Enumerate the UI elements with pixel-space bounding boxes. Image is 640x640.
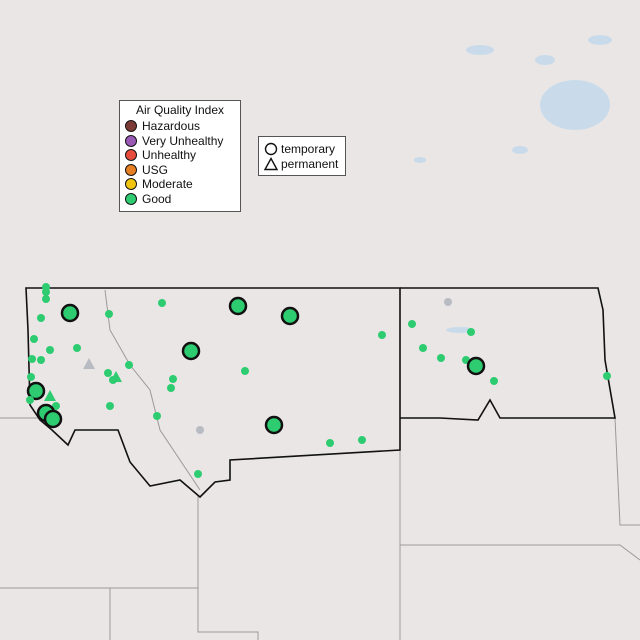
circle-icon bbox=[264, 143, 278, 156]
permanent-monitor-marker[interactable] bbox=[44, 390, 56, 401]
temporary-monitor-marker[interactable] bbox=[490, 377, 498, 385]
temporary-monitor-marker[interactable] bbox=[264, 415, 284, 435]
temporary-monitor-marker[interactable] bbox=[105, 310, 113, 318]
temporary-monitor-marker[interactable] bbox=[408, 320, 416, 328]
circle-icon bbox=[125, 178, 137, 191]
legend-good: Good bbox=[125, 192, 235, 207]
temporary-monitor-marker[interactable] bbox=[466, 356, 486, 376]
temporary-monitor-marker[interactable] bbox=[104, 369, 112, 377]
circle-icon bbox=[125, 149, 137, 162]
temporary-monitor-marker[interactable] bbox=[106, 402, 114, 410]
legend-label: permanent bbox=[281, 156, 339, 171]
temporary-monitor-marker[interactable] bbox=[60, 303, 80, 323]
temporary-monitor-marker[interactable] bbox=[158, 299, 166, 307]
legend-moderate: Moderate bbox=[125, 177, 235, 192]
circle-icon bbox=[125, 120, 137, 133]
temporary-monitor-marker[interactable] bbox=[26, 396, 34, 404]
temporary-monitor-marker[interactable] bbox=[228, 296, 248, 316]
circle-icon bbox=[125, 192, 137, 205]
temporary-monitor-marker[interactable] bbox=[42, 295, 50, 303]
temporary-monitor-marker[interactable] bbox=[326, 439, 334, 447]
aqi-legend-title: Air Quality Index bbox=[135, 103, 225, 117]
temporary-monitor-marker[interactable] bbox=[419, 344, 427, 352]
triangle-icon bbox=[264, 156, 278, 170]
circle-icon bbox=[125, 134, 137, 147]
circle-icon bbox=[125, 163, 137, 176]
temporary-monitor-marker[interactable] bbox=[378, 331, 386, 339]
lakes bbox=[414, 35, 612, 333]
temporary-monitor-marker[interactable] bbox=[467, 328, 475, 336]
legend-temporary: temporary bbox=[264, 142, 340, 157]
legend-label: Hazardous bbox=[142, 119, 201, 134]
temporary-monitor-marker[interactable] bbox=[444, 298, 452, 306]
temporary-monitor-marker[interactable] bbox=[37, 356, 45, 364]
temporary-monitor-marker[interactable] bbox=[26, 381, 46, 401]
temporary-monitor-marker[interactable] bbox=[437, 354, 445, 362]
legend-hazardous: Hazardous bbox=[125, 119, 235, 134]
temporary-monitor-marker[interactable] bbox=[46, 346, 54, 354]
temporary-monitor-marker[interactable] bbox=[27, 373, 35, 381]
temporary-monitor-marker[interactable] bbox=[37, 314, 45, 322]
temporary-monitor-marker[interactable] bbox=[43, 409, 63, 429]
temporary-monitor-marker[interactable] bbox=[196, 426, 204, 434]
temporary-monitor-marker[interactable] bbox=[280, 306, 300, 326]
temporary-monitor-marker[interactable] bbox=[30, 335, 38, 343]
legend-label: USG bbox=[142, 162, 169, 177]
temporary-monitor-marker[interactable] bbox=[358, 436, 366, 444]
legend-usg: USG bbox=[125, 163, 235, 178]
region-outline bbox=[25, 287, 616, 499]
temporary-monitor-marker[interactable] bbox=[169, 375, 177, 383]
temporary-monitor-marker[interactable] bbox=[109, 376, 117, 384]
temporary-monitor-marker[interactable] bbox=[28, 355, 36, 363]
legend-label: temporary bbox=[281, 142, 336, 157]
temporary-monitor-marker[interactable] bbox=[241, 367, 249, 375]
legend-label: Moderate bbox=[142, 177, 193, 192]
aqi-legend: Air Quality Index Hazardous Very Unhealth… bbox=[119, 100, 241, 212]
legend-label: Good bbox=[142, 191, 172, 206]
monitor-type-legend: temporary permanent bbox=[258, 136, 346, 176]
temporary-monitor-marker[interactable] bbox=[52, 402, 60, 410]
legend-permanent: permanent bbox=[264, 157, 340, 172]
temporary-monitor-marker[interactable] bbox=[603, 372, 611, 380]
legend-label: Unhealthy bbox=[142, 148, 197, 163]
temporary-monitor-marker[interactable] bbox=[125, 361, 133, 369]
temporary-monitor-marker[interactable] bbox=[73, 344, 81, 352]
legend-label: Very Unhealthy bbox=[142, 133, 224, 148]
temporary-monitor-marker[interactable] bbox=[194, 470, 202, 478]
legend-very-unhealthy: Very Unhealthy bbox=[125, 134, 235, 149]
permanent-monitor-marker[interactable] bbox=[83, 358, 95, 369]
state-borders bbox=[0, 289, 640, 640]
temporary-monitor-marker[interactable] bbox=[167, 384, 175, 392]
temporary-monitor-marker[interactable] bbox=[153, 412, 161, 420]
temporary-monitor-marker[interactable] bbox=[181, 341, 201, 361]
legend-unhealthy: Unhealthy bbox=[125, 148, 235, 163]
temporary-monitor-marker[interactable] bbox=[42, 288, 50, 296]
